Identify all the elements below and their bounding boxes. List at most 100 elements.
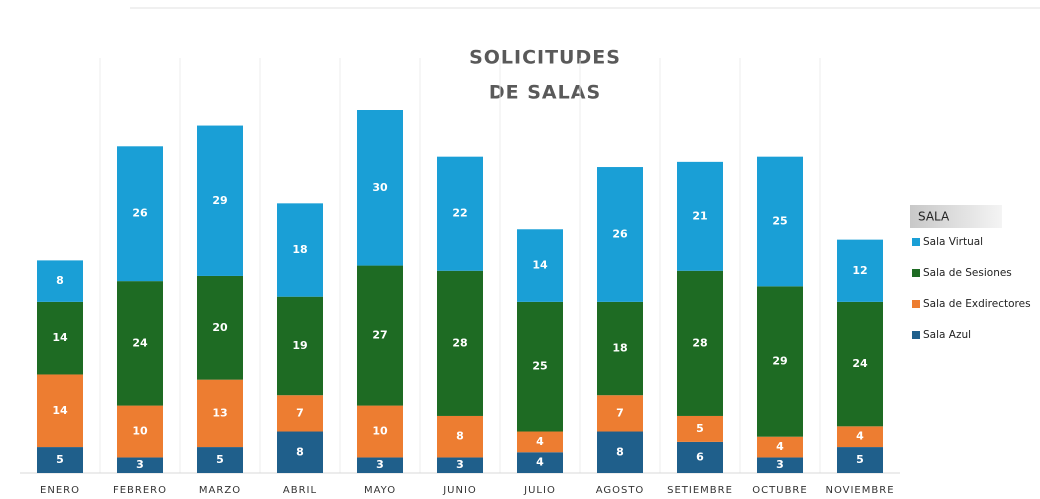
bar-segment — [837, 239, 883, 302]
legend-label: Sala Azul — [923, 329, 971, 341]
bar-segment — [437, 270, 483, 416]
bar-segment — [117, 457, 163, 473]
bar-segment — [357, 265, 403, 406]
bar-segment — [437, 457, 483, 473]
bar-segment — [597, 431, 643, 473]
data-label: 25 — [532, 360, 547, 373]
bar-segment — [357, 457, 403, 473]
bar-segment — [357, 405, 403, 458]
legend-label: Sala de Exdirectores — [923, 298, 1031, 310]
bar-segment — [677, 441, 723, 473]
data-label: 3 — [456, 458, 464, 471]
data-label: 26 — [132, 207, 148, 220]
data-label: 10 — [372, 425, 388, 438]
bar-segment — [597, 301, 643, 396]
data-label: 19 — [292, 339, 307, 352]
x-tick-label: MAYO — [364, 485, 396, 496]
data-label: 28 — [452, 336, 467, 349]
data-label: 18 — [612, 342, 627, 355]
data-label: 3 — [776, 458, 784, 471]
data-label: 20 — [212, 321, 228, 334]
data-label: 7 — [616, 406, 624, 419]
bar-segment — [837, 447, 883, 473]
x-tick-label: FEBRERO — [113, 485, 167, 496]
data-label: 4 — [536, 456, 544, 469]
bar-segment — [37, 301, 83, 375]
data-label: 4 — [776, 440, 784, 453]
data-label: 24 — [852, 357, 868, 370]
data-label: 4 — [856, 430, 864, 443]
data-label: 8 — [296, 445, 304, 458]
bar-segment — [37, 447, 83, 473]
bar-segment — [597, 167, 643, 302]
bar-segment — [517, 431, 563, 453]
data-label: 12 — [852, 264, 867, 277]
bar-segment — [277, 296, 323, 396]
bar-segment — [757, 156, 803, 287]
chart-title: SOLICITUDES — [469, 47, 621, 69]
data-label: 29 — [212, 194, 227, 207]
bar-segment — [117, 146, 163, 282]
data-label: 13 — [212, 406, 227, 419]
bar-segment — [837, 426, 883, 448]
x-tick-label: MARZO — [199, 485, 241, 496]
bar-segment — [197, 125, 243, 276]
data-label: 5 — [216, 453, 224, 466]
legend-swatch — [912, 331, 920, 339]
x-tick-label: OCTUBRE — [752, 485, 807, 496]
x-tick-label: JUNIO — [442, 485, 477, 496]
data-label: 18 — [292, 243, 307, 256]
data-label: 7 — [296, 406, 304, 419]
bar-segment — [517, 301, 563, 432]
data-label: 8 — [616, 445, 624, 458]
legend-header — [910, 205, 1002, 228]
bar-segment — [677, 415, 723, 442]
data-label: 8 — [456, 430, 464, 443]
bar-segment — [437, 415, 483, 458]
data-label: 3 — [376, 458, 384, 471]
legend-label: Sala de Sesiones — [923, 267, 1012, 279]
x-tick-label: SETIEMBRE — [667, 485, 733, 496]
bar-segment — [757, 286, 803, 437]
bar-segment — [517, 229, 563, 302]
bar-segment — [437, 156, 483, 271]
legend-swatch — [912, 238, 920, 246]
x-tick-label: NOVIEMBRE — [825, 485, 894, 496]
bar-segment — [677, 270, 723, 416]
data-label: 27 — [372, 329, 387, 342]
data-label: 26 — [612, 227, 628, 240]
bar-segment — [677, 161, 723, 271]
data-label: 30 — [372, 181, 388, 194]
bar-segment — [277, 395, 323, 432]
data-label: 28 — [692, 336, 707, 349]
bar-segment — [757, 436, 803, 458]
bar-segment — [37, 260, 83, 302]
bar-segment — [277, 431, 323, 473]
x-tick-label: JULIO — [523, 485, 556, 496]
data-label: 29 — [772, 355, 787, 368]
data-label: 14 — [532, 259, 548, 272]
x-tick-label: AGOSTO — [596, 485, 645, 496]
bar-segment — [757, 457, 803, 473]
chart-title: DE SALAS — [489, 82, 601, 104]
bar-segment — [117, 405, 163, 458]
data-label: 4 — [536, 435, 544, 448]
bar-segment — [117, 281, 163, 406]
bar-segment — [597, 395, 643, 432]
bar-segment — [197, 447, 243, 473]
data-label: 5 — [856, 453, 864, 466]
x-tick-label: ABRIL — [283, 485, 317, 496]
bar-segment — [837, 301, 883, 427]
bar-segment — [37, 374, 83, 448]
x-tick-label: ENERO — [40, 485, 80, 496]
data-label: 10 — [132, 425, 148, 438]
data-label: 3 — [136, 458, 144, 471]
bar-segment — [517, 452, 563, 473]
bar-segment — [197, 275, 243, 380]
data-label: 24 — [132, 336, 148, 349]
data-label: 21 — [692, 209, 707, 222]
legend-label: Sala Virtual — [923, 236, 983, 248]
legend-swatch — [912, 269, 920, 277]
bar-segment — [277, 203, 323, 297]
